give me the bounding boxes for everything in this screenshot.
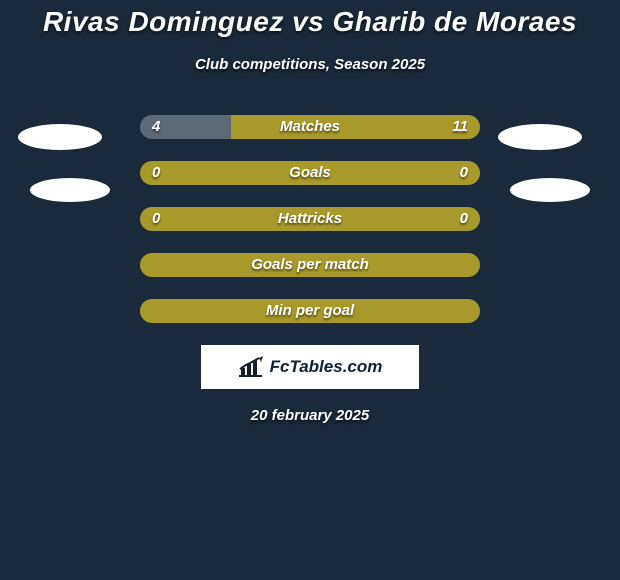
stat-row: Hattricks00 — [0, 207, 620, 233]
stat-row: Min per goal — [0, 299, 620, 325]
stat-bar — [140, 253, 480, 277]
logo-text: FcTables.com — [270, 357, 383, 377]
page-title: Rivas Dominguez vs Gharib de Moraes — [0, 6, 620, 38]
player-right-avatar-2 — [510, 178, 590, 202]
stat-row: Goals per match — [0, 253, 620, 279]
stat-bar — [140, 299, 480, 323]
player-right-avatar — [498, 124, 582, 150]
subtitle: Club competitions, Season 2025 — [0, 56, 620, 73]
stat-bar-fill — [140, 253, 480, 277]
stat-bar-fill — [140, 207, 480, 231]
player-left-avatar — [18, 124, 102, 150]
stat-bar-left — [140, 115, 231, 139]
logo: FcTables.com — [238, 356, 383, 378]
stat-bar — [140, 161, 480, 185]
logo-box: FcTables.com — [201, 345, 419, 389]
logo-chart-icon — [238, 356, 266, 378]
date-label: 20 february 2025 — [0, 407, 620, 424]
player-left-avatar-2 — [30, 178, 110, 202]
stat-bar — [140, 207, 480, 231]
stat-bar-right — [231, 115, 480, 139]
comparison-infographic: Rivas Dominguez vs Gharib de Moraes Club… — [0, 0, 620, 580]
stat-bar-fill — [140, 161, 480, 185]
stat-bar-fill — [140, 299, 480, 323]
stat-bar — [140, 115, 480, 139]
